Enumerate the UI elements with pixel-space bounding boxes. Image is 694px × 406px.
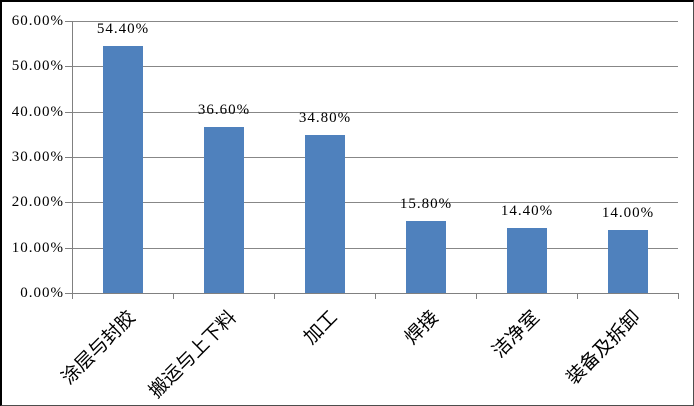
x-axis-category-label: 搬运与上下料 (145, 307, 241, 403)
bar-data-label: 14.40% (500, 203, 554, 219)
bar (608, 230, 648, 293)
y-axis-tick (65, 293, 72, 294)
x-axis-category-label: 涂层与封胶 (57, 307, 140, 390)
y-axis-tick-label: 40.00% (11, 104, 64, 120)
x-axis-tick (476, 293, 477, 299)
y-axis-tick (65, 21, 72, 22)
x-axis-category-label: 装备及拆卸 (562, 307, 645, 390)
y-axis-tick-label: 10.00% (11, 240, 64, 256)
x-axis-tick (577, 293, 578, 299)
y-axis-tick-label: 30.00% (11, 149, 64, 165)
y-axis-line (72, 21, 73, 293)
gridline (72, 248, 678, 249)
bar (103, 46, 143, 293)
bar-data-label: 34.80% (298, 110, 352, 126)
bar (507, 228, 547, 293)
y-axis-tick (65, 202, 72, 203)
x-axis-category-label: 加工 (300, 307, 342, 349)
y-axis-tick-label: 0.00% (20, 285, 64, 301)
y-axis-tick (65, 112, 72, 113)
y-axis-tick (65, 157, 72, 158)
x-axis-tick (274, 293, 275, 299)
y-axis-tick (65, 66, 72, 67)
gridline (72, 21, 678, 22)
gridline (72, 66, 678, 67)
gridline (72, 202, 678, 203)
gridline (72, 112, 678, 113)
bar-data-label: 14.00% (601, 205, 655, 221)
x-axis-tick (375, 293, 376, 299)
bar (204, 127, 244, 293)
bar-data-label: 36.60% (197, 102, 251, 118)
y-axis-tick (65, 248, 72, 249)
y-axis-tick-label: 20.00% (11, 194, 64, 210)
x-axis-category-label: 焊接 (401, 307, 443, 349)
bar-data-label: 15.80% (399, 196, 453, 212)
gridline (72, 157, 678, 158)
x-axis-tick (72, 293, 73, 299)
y-axis-tick-label: 50.00% (11, 58, 64, 74)
bar-data-label: 54.40% (96, 21, 150, 37)
y-axis-tick-label: 60.00% (11, 13, 64, 29)
x-axis-tick (678, 293, 679, 299)
bar (305, 135, 345, 293)
bar (406, 221, 446, 293)
x-axis-tick (173, 293, 174, 299)
x-axis-category-label: 洁净室 (488, 307, 544, 363)
